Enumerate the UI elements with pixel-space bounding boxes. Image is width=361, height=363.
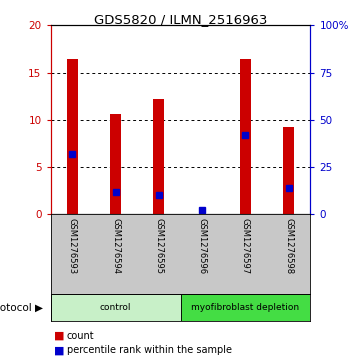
Bar xyxy=(240,60,251,214)
Text: GSM1276597: GSM1276597 xyxy=(241,218,250,274)
Text: count: count xyxy=(67,331,95,341)
Text: GSM1276596: GSM1276596 xyxy=(198,218,206,274)
Text: control: control xyxy=(100,303,131,312)
Text: ■: ■ xyxy=(54,331,65,341)
Text: GSM1276594: GSM1276594 xyxy=(111,218,120,274)
Bar xyxy=(180,294,310,321)
Bar xyxy=(51,294,180,321)
Bar xyxy=(67,60,78,214)
Bar xyxy=(283,127,294,214)
Bar xyxy=(110,114,121,214)
Text: myofibroblast depletion: myofibroblast depletion xyxy=(191,303,300,312)
Text: GSM1276593: GSM1276593 xyxy=(68,218,77,274)
Text: GSM1276598: GSM1276598 xyxy=(284,218,293,274)
Text: GSM1276595: GSM1276595 xyxy=(155,218,163,274)
Text: GDS5820 / ILMN_2516963: GDS5820 / ILMN_2516963 xyxy=(94,13,267,26)
Text: protocol ▶: protocol ▶ xyxy=(0,303,43,313)
Text: percentile rank within the sample: percentile rank within the sample xyxy=(67,345,232,355)
Text: ■: ■ xyxy=(54,345,65,355)
Bar xyxy=(153,99,164,214)
